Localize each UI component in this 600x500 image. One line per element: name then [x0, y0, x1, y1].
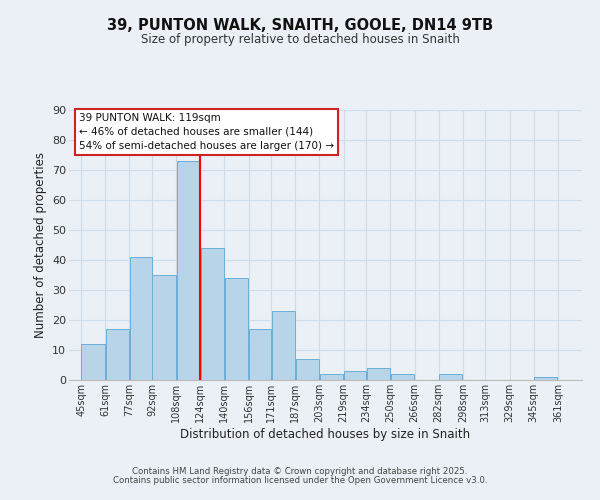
Bar	[130, 257, 152, 380]
Bar	[272, 311, 295, 380]
Bar	[200, 248, 224, 380]
Bar	[439, 374, 463, 380]
Text: 39, PUNTON WALK, SNAITH, GOOLE, DN14 9TB: 39, PUNTON WALK, SNAITH, GOOLE, DN14 9TB	[107, 18, 493, 32]
Bar	[320, 374, 343, 380]
Text: Size of property relative to detached houses in Snaith: Size of property relative to detached ho…	[140, 32, 460, 46]
Text: Contains HM Land Registry data © Crown copyright and database right 2025.: Contains HM Land Registry data © Crown c…	[132, 467, 468, 476]
X-axis label: Distribution of detached houses by size in Snaith: Distribution of detached houses by size …	[181, 428, 470, 440]
Text: Contains public sector information licensed under the Open Government Licence v3: Contains public sector information licen…	[113, 476, 487, 485]
Bar	[534, 377, 557, 380]
Y-axis label: Number of detached properties: Number of detached properties	[34, 152, 47, 338]
Bar	[391, 374, 414, 380]
Bar	[296, 359, 319, 380]
Bar	[367, 368, 390, 380]
Bar	[249, 329, 271, 380]
Bar	[106, 329, 129, 380]
Text: 39 PUNTON WALK: 119sqm
← 46% of detached houses are smaller (144)
54% of semi-de: 39 PUNTON WALK: 119sqm ← 46% of detached…	[79, 112, 334, 150]
Bar	[82, 344, 105, 380]
Bar	[344, 371, 366, 380]
Bar	[225, 278, 248, 380]
Bar	[152, 275, 176, 380]
Bar	[176, 161, 200, 380]
